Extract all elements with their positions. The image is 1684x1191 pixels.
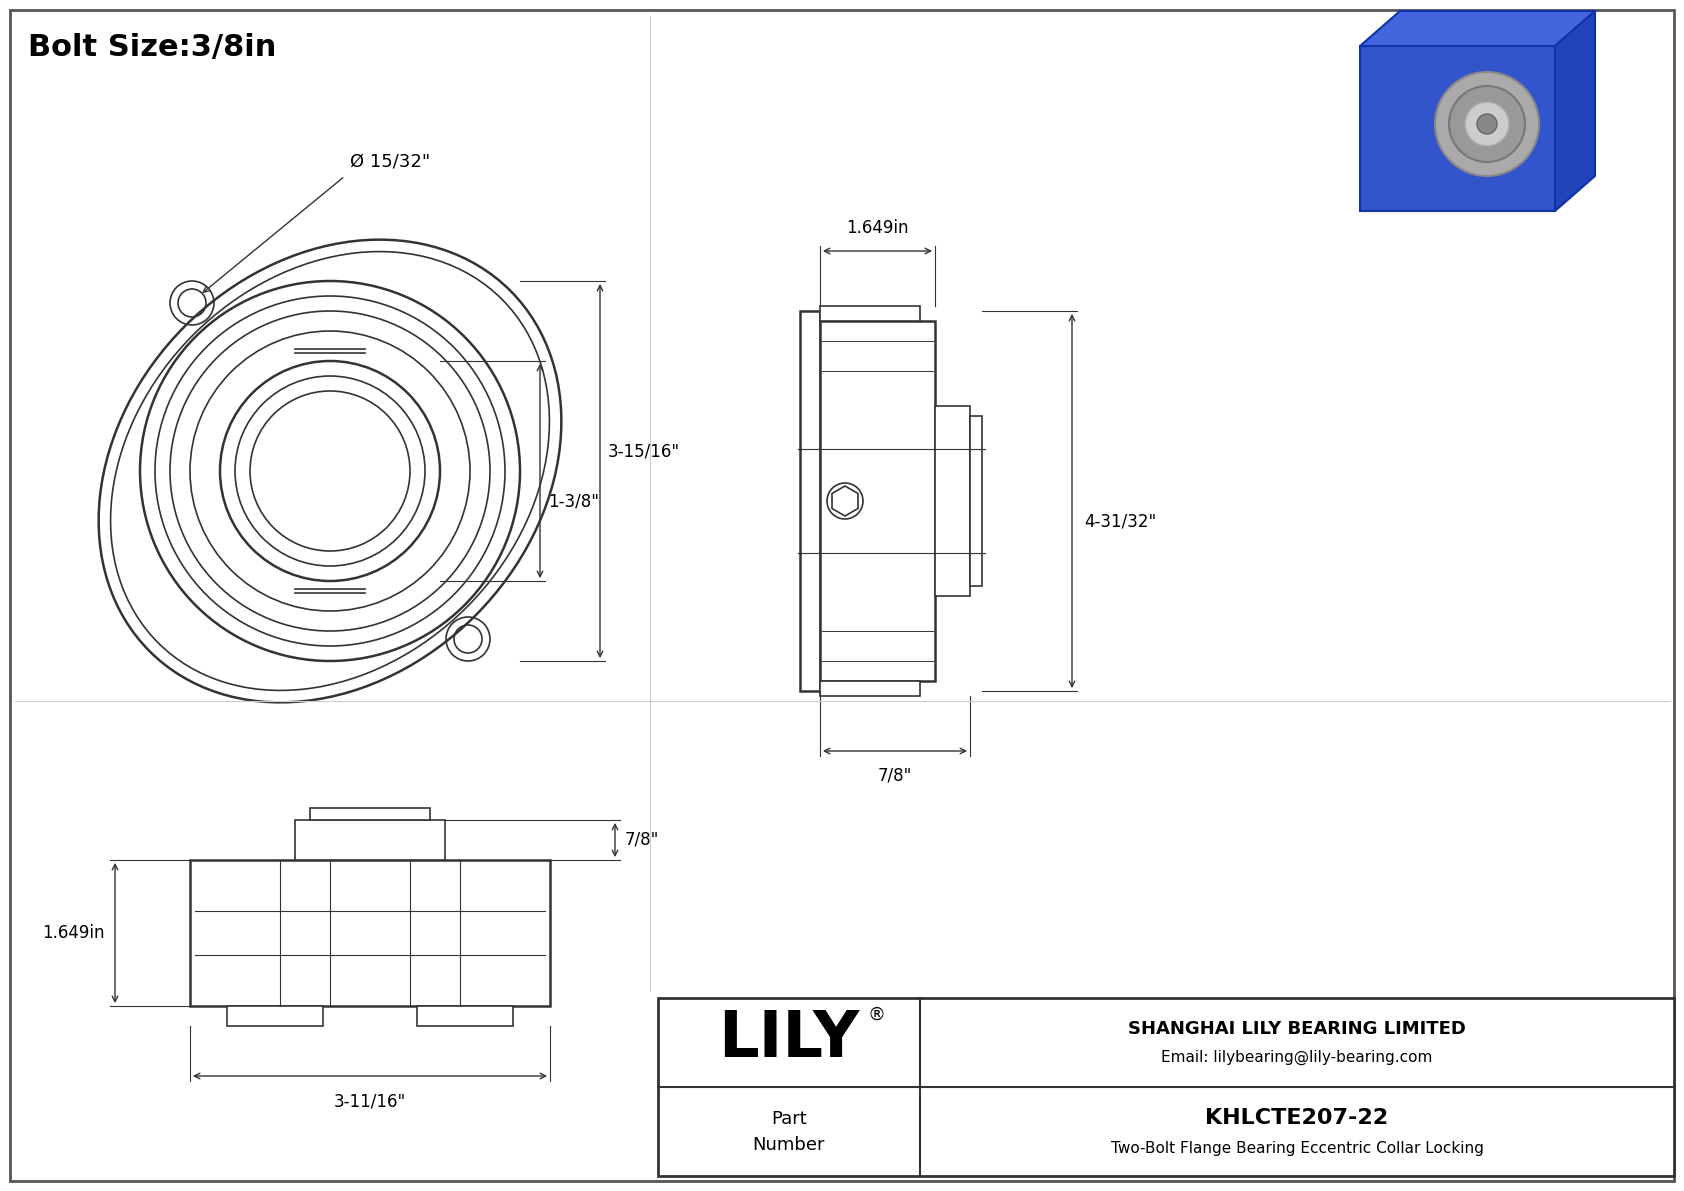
Bar [820,306,919,322]
Text: Part
Number: Part Number [753,1110,825,1154]
Bar [658,998,1674,1176]
Polygon shape [1361,11,1595,46]
Text: 1-3/8": 1-3/8" [547,492,600,510]
Polygon shape [1554,11,1595,211]
Polygon shape [1361,46,1554,211]
Text: 7/8": 7/8" [625,831,660,849]
Text: Ø 15/32": Ø 15/32" [350,152,429,172]
Text: KHLCTE207-22: KHLCTE207-22 [1206,1108,1389,1128]
Bar [970,416,982,586]
Text: Bolt Size:3/8in: Bolt Size:3/8in [29,33,276,62]
Text: 3-11/16": 3-11/16" [333,1092,406,1110]
Text: 1.649in: 1.649in [845,219,908,237]
Text: 7/8": 7/8" [877,767,913,785]
Bar [190,860,551,1006]
Bar [310,807,429,819]
Text: Email: lilybearing@lily-bearing.com: Email: lilybearing@lily-bearing.com [1162,1049,1433,1065]
Bar [227,1006,323,1025]
Bar [295,819,445,860]
Text: 3-15/16": 3-15/16" [608,442,680,460]
Circle shape [1477,114,1497,135]
Circle shape [1435,71,1539,176]
Text: LILY: LILY [719,1008,859,1070]
Text: 1.649in: 1.649in [42,924,104,942]
Text: Two-Bolt Flange Bearing Eccentric Collar Locking: Two-Bolt Flange Bearing Eccentric Collar… [1110,1141,1484,1155]
Bar [820,681,919,696]
Text: ®: ® [867,1006,886,1024]
Bar [800,311,820,691]
Circle shape [1448,86,1526,162]
Bar [820,322,935,681]
Bar [418,1006,514,1025]
Text: SHANGHAI LILY BEARING LIMITED: SHANGHAI LILY BEARING LIMITED [1128,1019,1467,1039]
Text: 4-31/32": 4-31/32" [1084,512,1157,530]
Bar [935,406,970,596]
Circle shape [1465,102,1509,146]
